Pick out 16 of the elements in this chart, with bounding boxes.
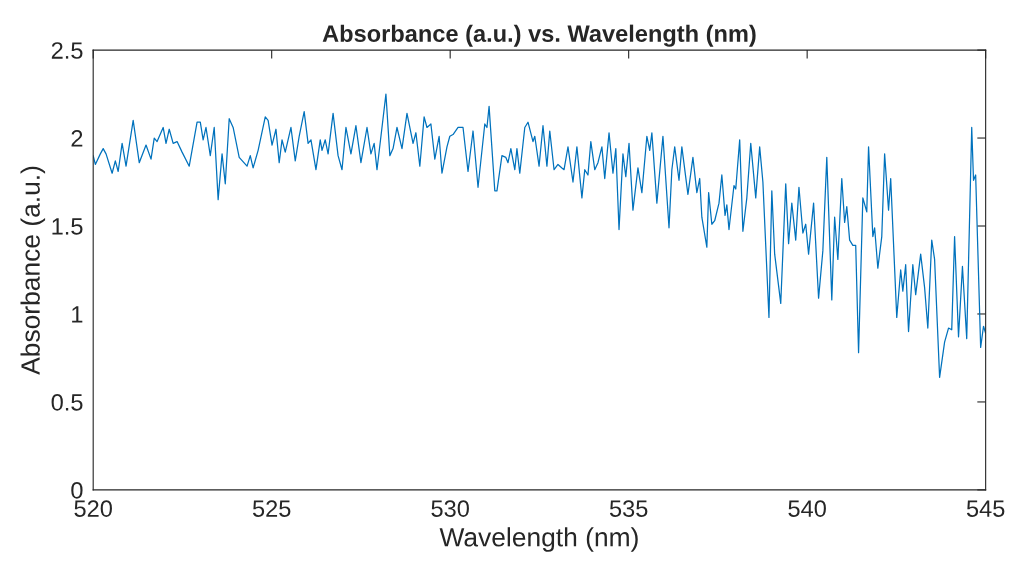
y-tick-label: 0 xyxy=(71,481,83,499)
y-tick-label: 0.5 xyxy=(51,394,83,411)
y-tick-label: 2 xyxy=(71,130,83,147)
x-tick-label: 525 xyxy=(252,500,291,517)
y-tick-label: 2.5 xyxy=(51,42,83,59)
x-tick-label: 540 xyxy=(788,500,826,517)
x-tick-label: 520 xyxy=(74,500,112,517)
chart-title: Absorbance (a.u.) vs. Wavelength (nm) xyxy=(322,24,756,47)
x-tick-label: 530 xyxy=(431,500,469,517)
y-tick-label: 1.5 xyxy=(52,218,83,235)
x-axis-title: Wavelength (nm) xyxy=(439,527,638,552)
y-axis-title: Absorbance (a.u.) xyxy=(20,166,46,375)
x-tick-label: 535 xyxy=(609,500,648,517)
y-tick-label: 1 xyxy=(72,306,83,323)
x-tick-label: 545 xyxy=(966,500,1005,517)
line-series xyxy=(93,93,986,378)
